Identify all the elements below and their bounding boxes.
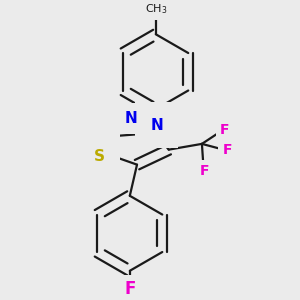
Text: N: N xyxy=(150,118,163,133)
Text: H: H xyxy=(115,113,126,127)
Text: F: F xyxy=(223,143,232,157)
Text: N: N xyxy=(124,111,137,126)
Text: F: F xyxy=(200,164,209,178)
Text: F: F xyxy=(124,280,136,298)
Text: CH$_3$: CH$_3$ xyxy=(145,2,167,16)
Text: F: F xyxy=(220,123,230,137)
Text: S: S xyxy=(94,149,105,164)
